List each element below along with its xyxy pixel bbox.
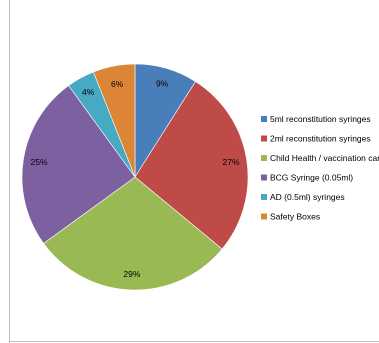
slice-value-label: 25%	[30, 157, 47, 167]
legend-label: Child Health / vaccination card	[270, 153, 379, 163]
legend-swatch	[261, 194, 267, 200]
pie-slice	[21, 85, 136, 244]
legend-label: BCG Syringe (0.05ml)	[270, 173, 353, 183]
frame-bottom-border	[9, 341, 379, 342]
pie-slices	[21, 63, 249, 291]
slice-value-label: 27%	[222, 157, 239, 167]
legend-swatch	[261, 155, 267, 161]
legend-swatch	[261, 174, 267, 181]
legend-label: AD (0.5ml) syringes	[270, 192, 345, 202]
pie-value-labels: 9% 27% 29% 25% 4% 6%	[30, 79, 239, 279]
legend: 5ml reconstitution syringes 2ml reconstit…	[261, 114, 379, 222]
pie-slice	[134, 81, 249, 250]
slice-value-label: 4%	[82, 87, 95, 97]
legend-label: 5ml reconstitution syringes	[270, 114, 371, 124]
legend-swatch	[261, 116, 267, 122]
frame-left-border	[9, 0, 10, 343]
pie-slice	[43, 176, 223, 291]
legend-swatch	[261, 213, 267, 220]
slice-value-label: 29%	[123, 269, 140, 279]
legend-swatch	[261, 135, 267, 142]
pie-slice	[93, 63, 136, 178]
legend-label: Safety Boxes	[270, 212, 320, 222]
slice-value-label: 9%	[156, 79, 169, 89]
slice-value-label: 6%	[111, 79, 124, 89]
legend-label: 2ml reconstitution syringes	[270, 134, 371, 144]
